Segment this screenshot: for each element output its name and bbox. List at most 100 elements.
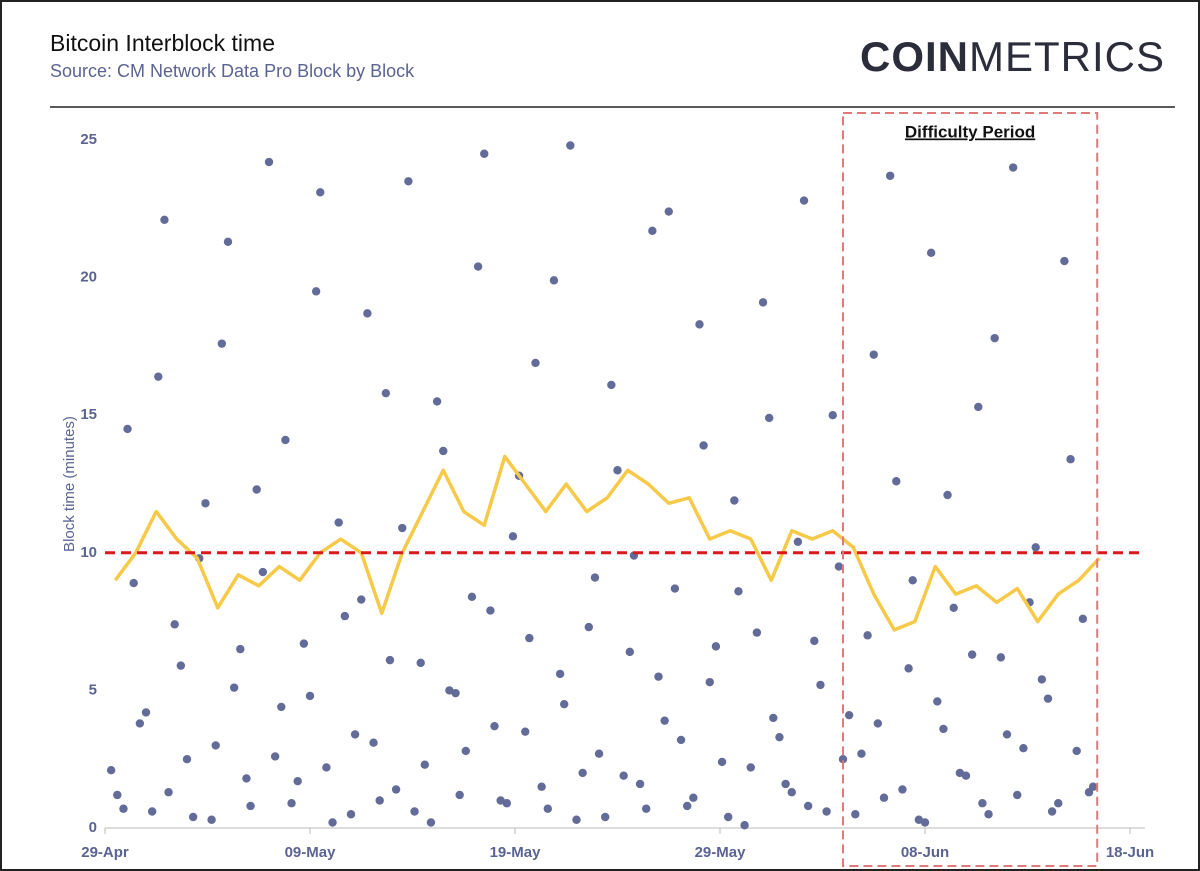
y-tick-label: 10: [80, 544, 97, 561]
point: [486, 606, 495, 615]
point: [594, 749, 604, 758]
point: [699, 441, 708, 450]
point: [1019, 743, 1028, 753]
point: [857, 749, 866, 758]
point: [426, 818, 436, 827]
point: [229, 683, 239, 692]
point: [926, 248, 936, 258]
point: [660, 716, 669, 725]
x-tick-label: 09-May: [285, 844, 337, 861]
point: [141, 708, 151, 717]
point: [560, 699, 569, 709]
point: [201, 499, 210, 508]
point: [207, 815, 216, 824]
point: [217, 339, 227, 348]
y-axis-label: Block time (minutes): [61, 416, 78, 552]
point: [851, 810, 860, 819]
point: [920, 818, 930, 827]
x-tick-label: 18-Jun: [1106, 844, 1154, 861]
point: [695, 320, 704, 329]
y-tick-label: 25: [80, 131, 97, 148]
point: [461, 746, 470, 756]
point: [416, 658, 425, 668]
point: [160, 215, 169, 225]
point: [555, 669, 565, 679]
point: [1047, 807, 1057, 816]
point: [892, 477, 901, 486]
point: [943, 490, 952, 500]
point: [490, 721, 499, 731]
point: [689, 793, 698, 802]
point: [537, 782, 546, 791]
point: [967, 650, 977, 659]
point: [607, 380, 616, 390]
point: [601, 812, 610, 822]
chart-subtitle: Source: CM Network Data Pro Block by Blo…: [50, 61, 415, 81]
point: [810, 636, 819, 646]
point: [799, 196, 809, 205]
annotation-label: Difficulty Period: [905, 122, 1035, 141]
point: [717, 757, 727, 767]
point: [990, 333, 999, 343]
point: [955, 768, 965, 778]
point: [863, 631, 872, 640]
point: [625, 647, 634, 657]
point: [543, 804, 552, 813]
point: [369, 738, 378, 747]
x-tick-label: 08-Jun: [901, 844, 949, 861]
point: [391, 785, 401, 794]
point: [340, 611, 350, 621]
point: [357, 595, 366, 604]
point: [885, 171, 895, 180]
point: [711, 642, 721, 651]
point: [781, 779, 790, 789]
point: [182, 755, 192, 764]
point: [1008, 163, 1018, 172]
point: [566, 141, 575, 150]
point: [211, 741, 220, 750]
point: [154, 372, 163, 381]
point: [1078, 614, 1088, 624]
point: [264, 157, 274, 167]
point: [381, 388, 391, 398]
point: [281, 435, 290, 445]
point: [834, 562, 844, 571]
point: [613, 466, 622, 475]
point: [769, 713, 778, 723]
x-tick-label: 29-Apr: [81, 844, 129, 861]
point: [363, 309, 372, 318]
point: [1072, 746, 1081, 756]
point: [734, 587, 743, 596]
point: [879, 793, 889, 802]
point: [525, 633, 534, 643]
point: [188, 812, 198, 822]
point: [176, 661, 186, 670]
point: [746, 763, 755, 772]
point: [467, 592, 477, 602]
point: [236, 644, 245, 654]
point: [904, 664, 913, 673]
point: [252, 485, 261, 494]
point: [1060, 256, 1069, 266]
point: [844, 710, 854, 720]
point: [752, 628, 762, 637]
point: [1066, 455, 1075, 464]
point: [635, 779, 645, 789]
point: [590, 573, 600, 582]
point: [398, 523, 407, 533]
point: [375, 796, 384, 805]
point: [420, 760, 429, 769]
point: [898, 785, 907, 794]
point: [1031, 543, 1040, 552]
point: [445, 686, 454, 695]
point: [1002, 730, 1012, 739]
point: [828, 411, 837, 420]
point: [584, 622, 593, 632]
point: [455, 790, 464, 800]
y-tick-label: 20: [80, 269, 97, 286]
point: [305, 691, 315, 701]
point: [1043, 694, 1053, 703]
point: [242, 774, 251, 783]
